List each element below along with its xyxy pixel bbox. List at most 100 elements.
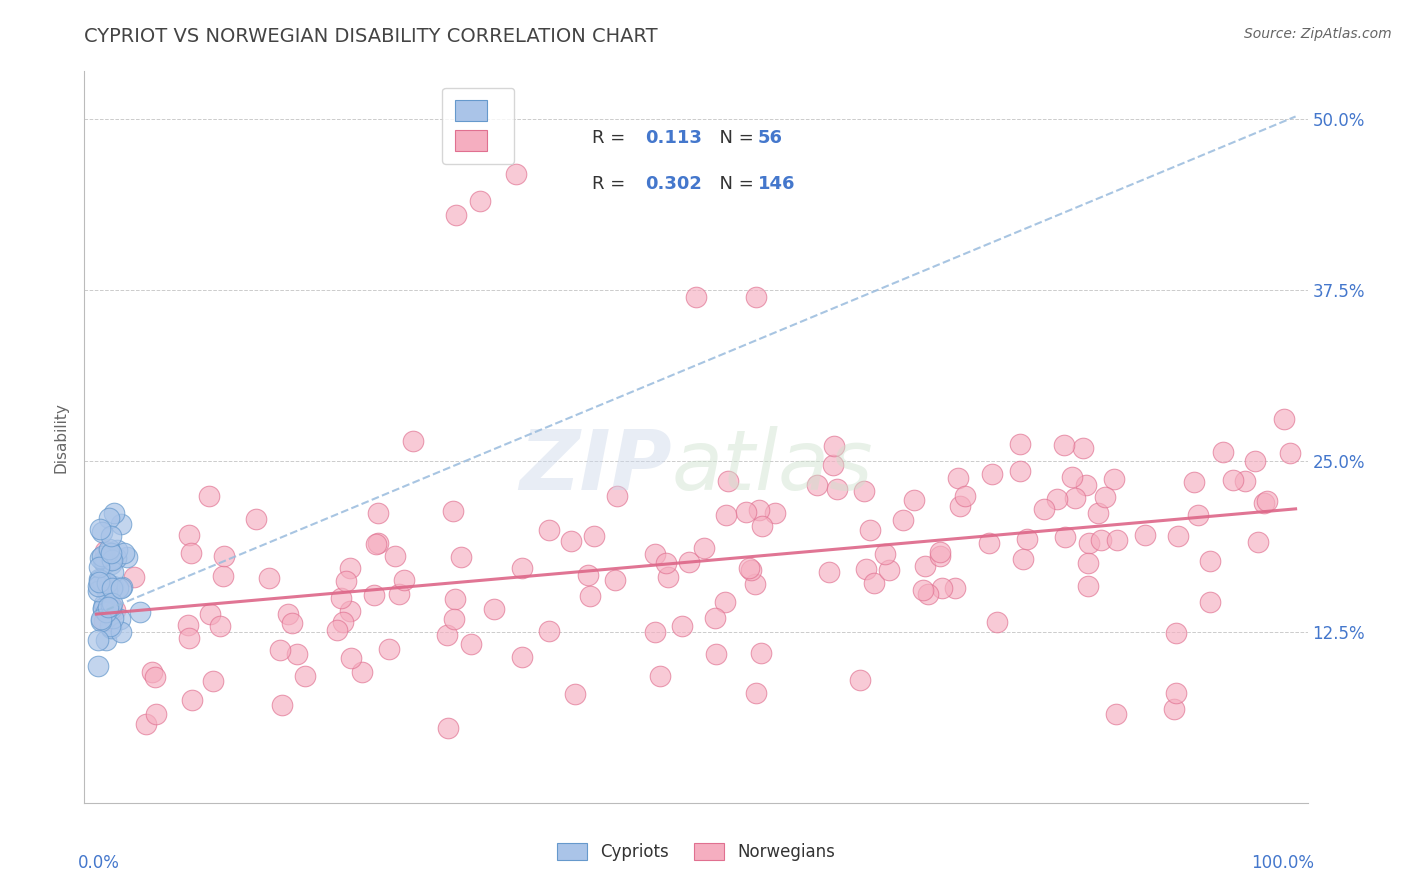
Point bbox=[1164, 626, 1187, 640]
Point bbox=[97, 599, 120, 614]
Point bbox=[1054, 530, 1077, 544]
Point bbox=[763, 507, 786, 521]
Point bbox=[339, 561, 361, 575]
Point bbox=[931, 581, 953, 595]
Point bbox=[560, 533, 582, 548]
Point bbox=[644, 624, 666, 639]
Point bbox=[112, 545, 135, 559]
Point bbox=[98, 578, 121, 592]
Point bbox=[110, 625, 132, 640]
Point bbox=[693, 541, 716, 556]
Point bbox=[110, 581, 132, 595]
Text: 0.113: 0.113 bbox=[645, 129, 702, 147]
Point bbox=[100, 557, 122, 571]
Text: 100.0%: 100.0% bbox=[1251, 854, 1313, 872]
Point bbox=[352, 665, 374, 679]
Text: 56: 56 bbox=[758, 129, 783, 147]
Point bbox=[90, 614, 112, 628]
Text: atlas: atlas bbox=[672, 425, 873, 507]
Text: R =: R = bbox=[592, 129, 631, 147]
Point bbox=[90, 611, 112, 625]
Text: ZIP: ZIP bbox=[519, 425, 672, 507]
Point bbox=[93, 555, 115, 569]
Point bbox=[200, 607, 222, 621]
Point bbox=[482, 601, 505, 615]
Point bbox=[1064, 491, 1087, 505]
Point bbox=[392, 574, 415, 588]
Point bbox=[177, 632, 200, 646]
Point bbox=[564, 687, 586, 701]
Point bbox=[100, 602, 122, 616]
Point bbox=[1077, 556, 1099, 570]
Point bbox=[270, 698, 292, 712]
Point bbox=[335, 574, 357, 588]
Point bbox=[145, 706, 167, 721]
Point bbox=[714, 508, 737, 522]
Point bbox=[1199, 595, 1222, 609]
Point bbox=[135, 716, 157, 731]
Point bbox=[143, 670, 166, 684]
Y-axis label: Disability: Disability bbox=[53, 401, 69, 473]
Point bbox=[98, 542, 121, 557]
Point bbox=[717, 474, 740, 488]
Point bbox=[1076, 478, 1098, 492]
Point bbox=[96, 584, 118, 599]
Point bbox=[1256, 493, 1278, 508]
Point bbox=[510, 561, 533, 575]
Point bbox=[745, 290, 768, 304]
Point bbox=[100, 552, 122, 566]
Point bbox=[537, 524, 560, 538]
Point bbox=[269, 643, 291, 657]
Point bbox=[181, 693, 204, 707]
Point bbox=[91, 549, 114, 563]
Point bbox=[245, 512, 267, 526]
Point bbox=[1053, 438, 1076, 452]
Point bbox=[1279, 445, 1302, 459]
Point bbox=[1107, 533, 1129, 548]
Point bbox=[1164, 686, 1187, 700]
Point bbox=[177, 618, 200, 632]
Text: 0.302: 0.302 bbox=[645, 175, 702, 193]
Point bbox=[576, 567, 599, 582]
Point bbox=[745, 686, 768, 700]
Point bbox=[505, 167, 527, 181]
Point bbox=[1187, 508, 1209, 522]
Point bbox=[212, 549, 235, 563]
Point bbox=[141, 665, 163, 679]
Point bbox=[93, 554, 115, 568]
Point bbox=[1087, 506, 1109, 520]
Point bbox=[748, 502, 770, 516]
Point bbox=[441, 504, 464, 518]
Text: CYPRIOT VS NORWEGIAN DISABILITY CORRELATION CHART: CYPRIOT VS NORWEGIAN DISABILITY CORRELAT… bbox=[84, 27, 658, 45]
Point bbox=[91, 602, 114, 616]
Point bbox=[644, 547, 666, 561]
Point bbox=[326, 623, 349, 637]
Point bbox=[1017, 533, 1039, 547]
Point bbox=[468, 194, 491, 209]
Point bbox=[281, 616, 304, 631]
Point bbox=[579, 589, 602, 603]
Point bbox=[100, 622, 122, 636]
Point bbox=[340, 650, 363, 665]
Point bbox=[1182, 475, 1205, 490]
Point bbox=[1077, 579, 1099, 593]
Point bbox=[751, 519, 773, 533]
Point bbox=[402, 434, 425, 448]
Point bbox=[104, 550, 127, 565]
Point bbox=[101, 611, 124, 625]
Point bbox=[367, 506, 389, 520]
Point bbox=[179, 527, 201, 541]
Point bbox=[853, 484, 876, 499]
Point bbox=[678, 555, 700, 569]
Point bbox=[912, 583, 935, 598]
Point bbox=[89, 522, 111, 536]
Point bbox=[873, 547, 896, 561]
Point bbox=[1090, 533, 1112, 547]
Point bbox=[1102, 472, 1125, 486]
Text: N =: N = bbox=[709, 129, 761, 147]
Point bbox=[1060, 470, 1083, 484]
Point bbox=[86, 658, 108, 673]
Point bbox=[1212, 445, 1234, 459]
Text: R =: R = bbox=[592, 175, 631, 193]
Point bbox=[86, 633, 108, 648]
